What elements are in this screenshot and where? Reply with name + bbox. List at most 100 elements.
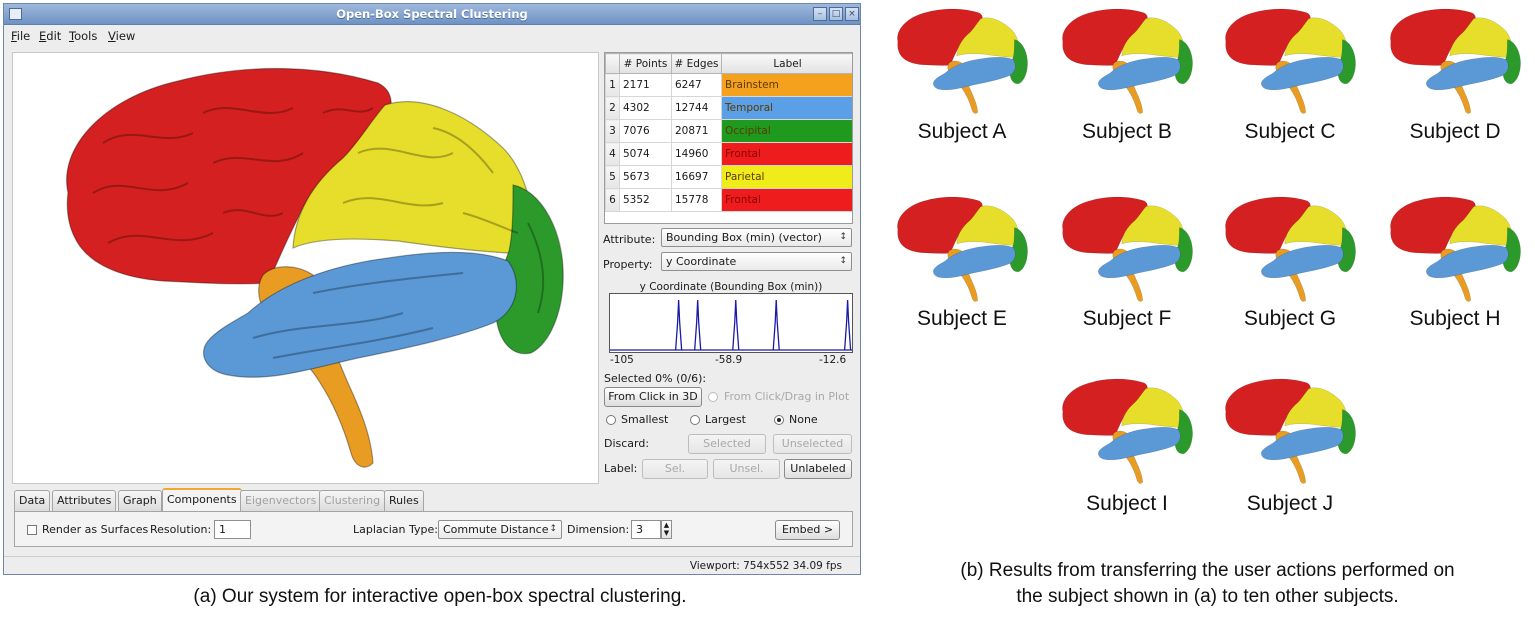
brain-rendering[interactable] [13,53,599,484]
occipital-region[interactable] [1337,227,1356,272]
parietal-region[interactable] [1284,387,1349,428]
occipital-region[interactable] [1174,409,1193,454]
column-header-edges[interactable]: # Edges [671,53,722,74]
temporal-region[interactable] [1261,57,1344,91]
frontal-region[interactable] [1225,378,1311,436]
dimension-stepper[interactable]: ▲ ▼ [661,520,672,539]
from-click-plot-radio[interactable] [708,392,718,402]
subject-thumbnail [1380,5,1530,115]
tab-graph[interactable]: Graph [118,490,162,511]
table-row[interactable]: 4 5074 14960 Frontal [605,142,852,166]
dimension-input[interactable]: 3 [631,520,661,539]
brain-thumbnail-svg [1062,378,1193,484]
tab-attributes[interactable]: Attributes [52,490,117,511]
tab-clustering[interactable]: Clustering [319,490,386,511]
temporal-region[interactable] [203,251,517,378]
tab-data[interactable]: Data [14,490,51,511]
temporal-region[interactable] [1098,427,1181,461]
tab-eigenvectors[interactable]: Eigenvectors [240,490,322,511]
parietal-region[interactable] [1284,17,1349,58]
discard-unselected-button[interactable]: Unselected [773,434,852,454]
gyrus-line [342,197,444,207]
embed-button[interactable]: Embed > [775,520,840,540]
gyrus-line [322,107,374,114]
smallest-label: Smallest [621,413,669,426]
title-bar[interactable]: Open-Box Spectral Clustering – □ × [4,4,860,25]
frontal-region[interactable] [1062,8,1148,66]
parietal-region[interactable] [1284,205,1349,246]
render-as-surfaces-checkbox[interactable] [27,525,37,535]
viewport-3d[interactable] [12,52,599,484]
frontal-region[interactable] [1390,8,1476,66]
occipital-region[interactable] [1337,39,1356,84]
occipital-region[interactable] [1502,227,1521,272]
menu-tools[interactable]: Tools [69,29,98,43]
resolution-label: Resolution: [150,523,212,536]
temporal-region[interactable] [1426,245,1509,279]
parietal-region[interactable] [292,101,536,254]
subject-thumbnail [1215,375,1365,485]
chevron-down-icon[interactable]: ▼ [663,529,670,537]
parietal-region[interactable] [956,17,1021,58]
tab-components[interactable]: Components [162,488,242,511]
column-header-points[interactable]: # Points [619,53,672,74]
occipital-region[interactable] [494,184,564,355]
brain-thumbnail-svg [1390,8,1521,114]
temporal-region[interactable] [1426,57,1509,91]
discard-selected-button[interactable]: Selected [688,434,766,454]
resolution-input[interactable]: 1 [214,520,251,539]
occipital-region[interactable] [1174,39,1193,84]
frontal-region[interactable] [897,196,983,254]
tab-rules[interactable]: Rules [384,490,424,511]
menu-file[interactable]: File [11,29,31,43]
close-icon[interactable]: × [845,7,859,21]
components-table[interactable]: # Points # Edges Label 1 2171 6247 Brainste… [604,52,853,224]
occipital-region[interactable] [1174,227,1193,272]
occipital-region[interactable] [1502,39,1521,84]
frontal-region[interactable] [1225,196,1311,254]
chevron-up-icon[interactable]: ▲ [663,521,670,529]
menu-view[interactable]: View [108,29,136,43]
temporal-region[interactable] [933,245,1016,279]
maximize-icon[interactable]: □ [829,7,843,21]
parietal-region[interactable] [1449,17,1514,58]
table-row[interactable]: 3 7076 20871 Occipital [605,119,852,143]
table-row[interactable]: 2 4302 12744 Temporal [605,96,852,120]
parietal-region[interactable] [1121,387,1186,428]
temporal-region[interactable] [1261,427,1344,461]
table-row[interactable]: 6 5352 15778 Frontal [605,188,852,212]
label-unlabeled-button[interactable]: Unlabeled [784,459,852,479]
parietal-region[interactable] [1121,17,1186,58]
temporal-region[interactable] [933,57,1016,91]
parietal-region[interactable] [1121,205,1186,246]
none-radio[interactable] [774,415,784,425]
temporal-region[interactable] [1098,245,1181,279]
smallest-radio[interactable] [606,415,616,425]
temporal-region[interactable] [1098,57,1181,91]
table-row[interactable]: 1 2171 6247 Brainstem [605,73,852,97]
histogram-plot[interactable] [609,293,853,353]
occipital-region[interactable] [1009,39,1028,84]
from-click-3d-button[interactable]: From Click in 3D [604,387,702,407]
frontal-region[interactable] [1225,8,1311,66]
occipital-region[interactable] [1337,409,1356,454]
parietal-region[interactable] [956,205,1021,246]
label-unsel-button[interactable]: Unsel. [713,459,780,479]
table-row[interactable]: 5 5673 16697 Parietal [605,165,852,189]
histogram-svg[interactable] [610,294,852,352]
menu-edit[interactable]: Edit [39,29,62,43]
temporal-region[interactable] [1261,245,1344,279]
frontal-region[interactable] [1062,196,1148,254]
attribute-select[interactable]: Bounding Box (min) (vector) ↕ [661,228,852,247]
frontal-region[interactable] [1062,378,1148,436]
frontal-region[interactable] [897,8,983,66]
minimize-icon[interactable]: – [813,7,827,21]
occipital-region[interactable] [1009,227,1028,272]
frontal-region[interactable] [1390,196,1476,254]
laplacian-type-select[interactable]: Commute Distance ↕ [438,520,562,539]
parietal-region[interactable] [1449,205,1514,246]
column-header-label[interactable]: Label [721,53,852,74]
largest-radio[interactable] [690,415,700,425]
property-select[interactable]: y Coordinate ↕ [661,252,852,271]
label-sel-button[interactable]: Sel. [642,459,708,479]
